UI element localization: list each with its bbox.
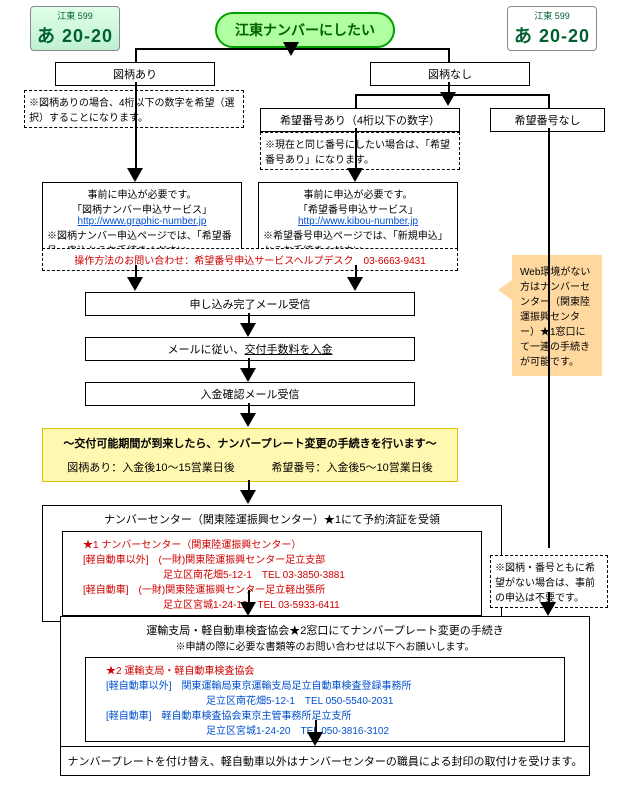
line — [355, 128, 357, 170]
helpdesk: 操作方法のお問い合わせ：希望番号申込サービスヘルプデスク 03-6663-943… — [42, 248, 458, 271]
arrow — [347, 277, 363, 291]
arrow — [347, 168, 363, 182]
step-pay: メールに従い、交付手数料を入金 — [85, 337, 415, 361]
header-wish-yes: 希望番号あり（4桁以下の数字） — [260, 108, 460, 132]
note-wish: ※現在と同じ番号にしたい場合は、「希望番号あり」になります。 — [260, 132, 460, 170]
callout-noweb: Web環境がない方はナンバーセンター（関東陸運振興センター）★1窓口にて一連の手… — [512, 255, 602, 376]
line — [355, 94, 550, 96]
arrow — [540, 602, 556, 616]
line — [448, 48, 450, 62]
number-center: ナンバーセンター（関東陸運振興センター）★1にて予約済証を受領 ★1 ナンバーセ… — [42, 505, 502, 622]
branch-office: 運輸支局・軽自動車検査協会★2窓口にてナンバープレート変更の手続き ※申請の際に… — [60, 616, 590, 748]
final-step: ナンバープレートを付け替え、軽自動車以外はナンバーセンターの職員による封印の取付… — [60, 746, 590, 776]
arrow — [240, 490, 256, 504]
header-design-no: 図柄なし — [370, 62, 530, 86]
period-box: ～交付可能期間が到来したら、ナンバープレート変更の手続きを行います～ 図柄あり：… — [42, 428, 458, 482]
title: 江東ナンバーにしたい — [215, 12, 395, 48]
step-mail1: 申し込み完了メール受信 — [85, 292, 415, 316]
link-design[interactable]: http://www.graphic-number.jp — [78, 216, 207, 227]
arrow — [127, 168, 143, 182]
arrow — [240, 368, 256, 382]
step-mail2: 入金確認メール受信 — [85, 382, 415, 406]
arrow — [127, 277, 143, 291]
link-wish[interactable]: http://www.kibou-number.jp — [298, 216, 418, 227]
arrow — [240, 413, 256, 427]
plate-plain: 江東 599あ 20-20 — [507, 6, 597, 51]
line — [548, 128, 550, 548]
arrow — [240, 323, 256, 337]
note-design: ※図柄ありの場合、4桁以下の数字を希望（選択）することになります。 — [24, 90, 244, 128]
plate-design: 江東 599あ 20-20 — [30, 6, 120, 51]
line — [355, 94, 357, 108]
line — [135, 48, 450, 50]
line — [135, 82, 137, 170]
arrow — [307, 732, 323, 746]
line — [135, 48, 137, 62]
arrow — [240, 602, 256, 616]
line — [548, 94, 550, 108]
